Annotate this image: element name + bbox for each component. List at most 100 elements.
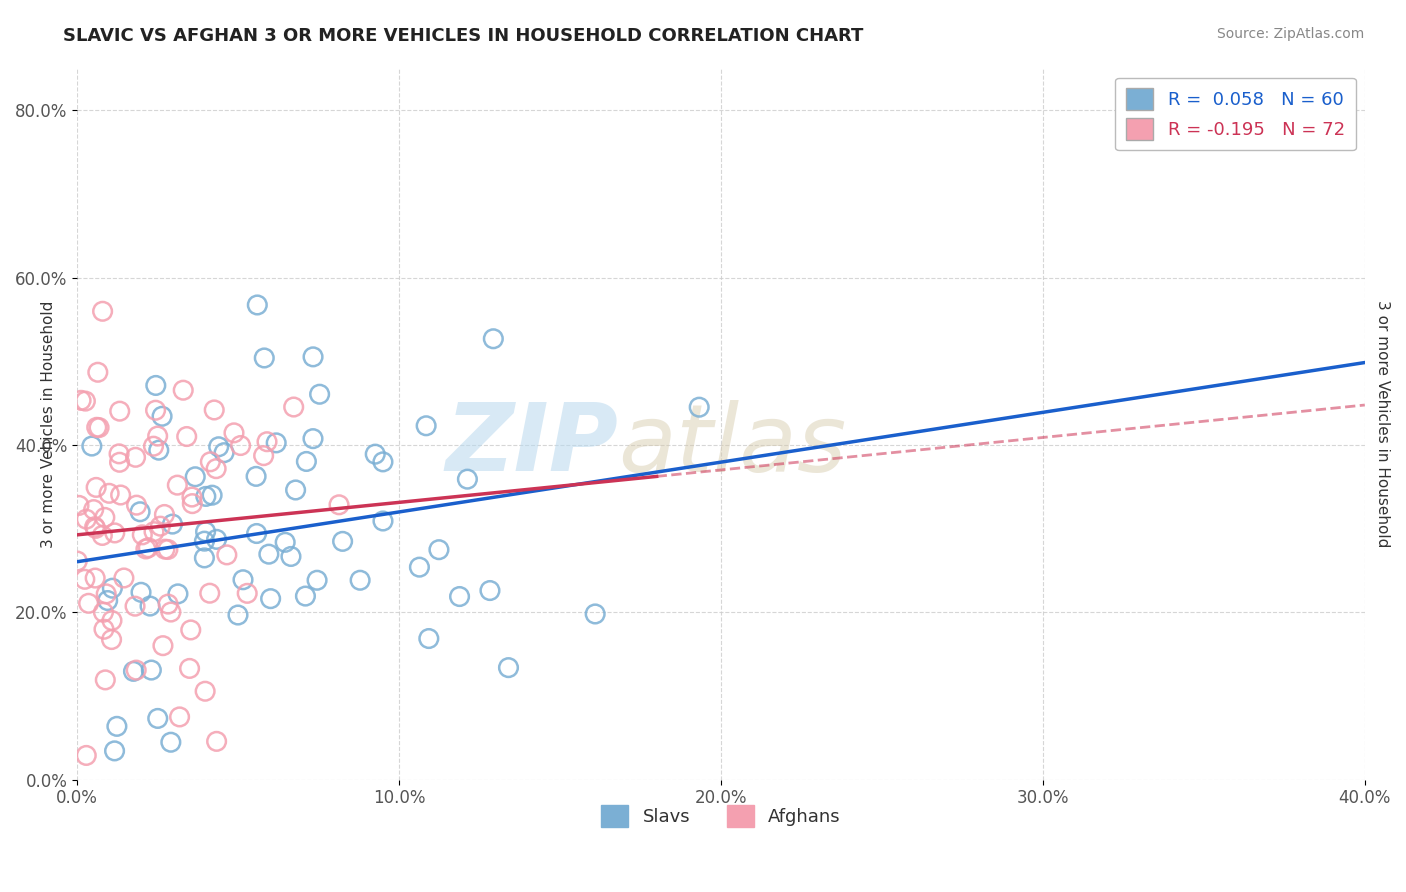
Point xyxy=(194,684,217,698)
Text: ZIP: ZIP xyxy=(446,400,619,491)
Point xyxy=(86,420,108,434)
Point xyxy=(229,438,252,452)
Point xyxy=(328,498,350,512)
Point xyxy=(371,455,394,469)
Point xyxy=(129,505,152,519)
Point xyxy=(75,394,97,409)
Point xyxy=(280,549,302,564)
Point xyxy=(205,533,228,547)
Point xyxy=(108,447,131,461)
Point xyxy=(93,605,115,619)
Point xyxy=(152,639,174,653)
Point xyxy=(415,418,437,433)
Point xyxy=(91,528,114,542)
Point xyxy=(70,393,93,408)
Point xyxy=(84,521,107,535)
Point xyxy=(131,528,153,542)
Point xyxy=(124,450,146,465)
Point xyxy=(302,350,325,364)
Point xyxy=(482,332,505,346)
Point xyxy=(193,550,215,565)
Point xyxy=(83,520,105,534)
Point xyxy=(308,387,330,401)
Point xyxy=(294,589,316,603)
Point xyxy=(222,425,245,440)
Point xyxy=(205,461,228,475)
Point xyxy=(264,435,287,450)
Point xyxy=(153,508,176,522)
Point xyxy=(193,534,215,549)
Point xyxy=(256,434,278,449)
Point xyxy=(129,585,152,599)
Point xyxy=(226,607,249,622)
Point xyxy=(160,605,183,619)
Point xyxy=(160,735,183,749)
Point xyxy=(73,572,96,586)
Point xyxy=(201,488,224,502)
Point xyxy=(87,365,110,379)
Point xyxy=(198,586,221,600)
Point xyxy=(456,472,478,486)
Point xyxy=(101,614,124,628)
Point xyxy=(246,526,269,541)
Point xyxy=(202,403,225,417)
Point xyxy=(148,443,170,458)
Point xyxy=(96,587,118,601)
Point xyxy=(371,514,394,528)
Point xyxy=(83,502,105,516)
Y-axis label: 3 or more Vehicles in Household: 3 or more Vehicles in Household xyxy=(1375,301,1389,548)
Legend: Slavs, Afghans: Slavs, Afghans xyxy=(595,798,848,835)
Point xyxy=(283,400,305,414)
Point xyxy=(150,409,173,424)
Point xyxy=(162,517,184,532)
Point xyxy=(93,622,115,636)
Text: Source: ZipAtlas.com: Source: ZipAtlas.com xyxy=(1216,27,1364,41)
Y-axis label: 3 or more Vehicles in Household: 3 or more Vehicles in Household xyxy=(41,301,56,548)
Point xyxy=(75,512,97,526)
Point xyxy=(408,560,430,574)
Point xyxy=(108,455,131,469)
Point xyxy=(98,486,121,500)
Point xyxy=(176,429,198,443)
Point xyxy=(184,469,207,483)
Point xyxy=(97,593,120,607)
Point xyxy=(349,574,371,588)
Point xyxy=(181,490,204,504)
Point xyxy=(253,351,276,365)
Point xyxy=(498,660,520,674)
Point xyxy=(91,304,114,318)
Point xyxy=(583,607,606,621)
Point xyxy=(169,710,191,724)
Point xyxy=(141,663,163,677)
Point xyxy=(139,599,162,613)
Point xyxy=(77,596,100,610)
Point xyxy=(87,420,110,434)
Point xyxy=(295,454,318,468)
Point xyxy=(215,548,238,562)
Point xyxy=(135,541,157,556)
Point xyxy=(156,542,179,557)
Point xyxy=(257,547,280,561)
Point xyxy=(212,445,235,459)
Point xyxy=(125,498,148,512)
Point xyxy=(274,535,297,549)
Point xyxy=(245,469,267,483)
Point xyxy=(66,554,89,568)
Point xyxy=(149,519,172,533)
Point xyxy=(108,404,131,418)
Point xyxy=(284,483,307,497)
Point xyxy=(94,510,117,524)
Point xyxy=(101,581,124,595)
Point xyxy=(94,673,117,687)
Point xyxy=(110,488,132,502)
Point xyxy=(84,480,107,494)
Point xyxy=(67,499,90,513)
Point xyxy=(122,665,145,679)
Point xyxy=(246,298,269,312)
Point xyxy=(200,455,222,469)
Point xyxy=(125,663,148,677)
Point xyxy=(167,587,190,601)
Point xyxy=(205,734,228,748)
Point xyxy=(208,440,231,454)
Point xyxy=(181,497,204,511)
